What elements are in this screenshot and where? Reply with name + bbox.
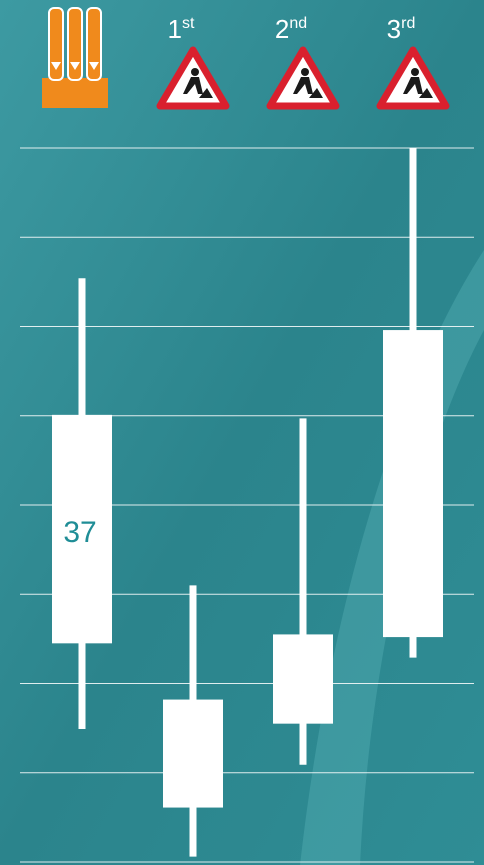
bar-icon	[42, 7, 108, 108]
box-label: 37	[63, 516, 96, 549]
box	[163, 699, 223, 808]
x-tick-label: 3rd	[387, 14, 416, 44]
box	[383, 330, 443, 638]
box	[52, 414, 112, 644]
x-tick-label: 2nd	[275, 14, 307, 44]
box	[273, 634, 333, 724]
x-tick-label: 1st	[168, 14, 195, 44]
